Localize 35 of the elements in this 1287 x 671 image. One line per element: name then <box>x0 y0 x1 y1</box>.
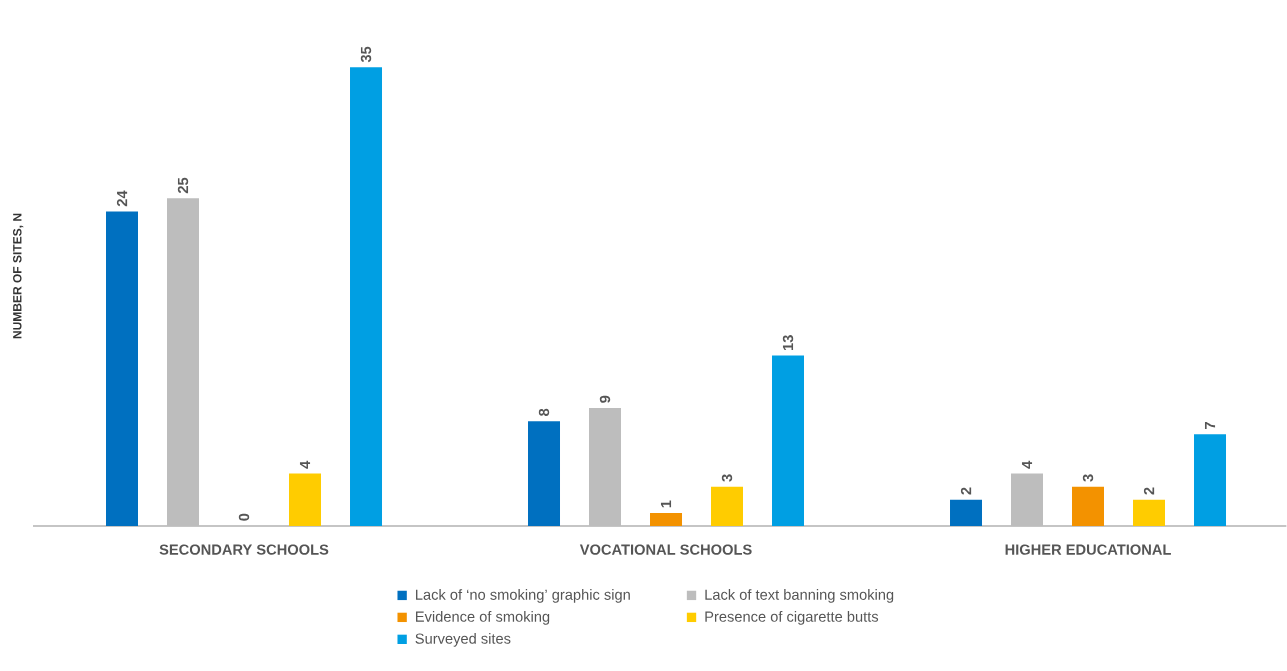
data-label: 2 <box>960 487 972 495</box>
data-label: 8 <box>538 408 550 416</box>
data-label: 1 <box>660 500 672 508</box>
bar <box>350 67 383 526</box>
data-label: 0 <box>238 513 250 521</box>
bar <box>528 421 561 526</box>
bar <box>1194 434 1227 526</box>
data-label: 4 <box>1021 460 1033 469</box>
bar <box>772 355 805 526</box>
legend-label: Lack of ‘no smoking’ graphic sign <box>416 589 630 603</box>
data-label: 25 <box>177 177 189 194</box>
data-label: 9 <box>599 395 611 403</box>
legend-label: Surveyed sites <box>415 633 511 647</box>
data-label: 13 <box>782 335 794 350</box>
x-tick-label: VOCATIONAL SCHOOLS <box>579 544 752 555</box>
bar <box>289 473 321 526</box>
data-label: 24 <box>116 190 128 207</box>
bar <box>1072 486 1105 526</box>
data-label: 2 <box>1143 487 1155 495</box>
legend-label: Lack of text banning smoking <box>705 589 894 603</box>
bar <box>1133 499 1166 526</box>
bar <box>106 211 138 526</box>
data-label: 3 <box>1082 474 1094 482</box>
bar <box>650 512 683 526</box>
data-label: 7 <box>1204 422 1216 429</box>
legend-label: Evidence of smoking <box>416 611 550 625</box>
x-tick-label: SECONDARY SCHOOLS <box>159 544 329 555</box>
x-tick-label: HIGHER EDUCATIONAL <box>1005 544 1171 555</box>
data-label: 35 <box>360 46 372 63</box>
legend-label: Presence of cigarette butts <box>705 611 879 625</box>
bar <box>711 486 744 526</box>
data-label: 4 <box>299 460 311 469</box>
bar <box>950 499 983 526</box>
data-label: 3 <box>721 474 733 482</box>
y-axis-title: NUMBER OF SITES, N <box>13 213 24 339</box>
